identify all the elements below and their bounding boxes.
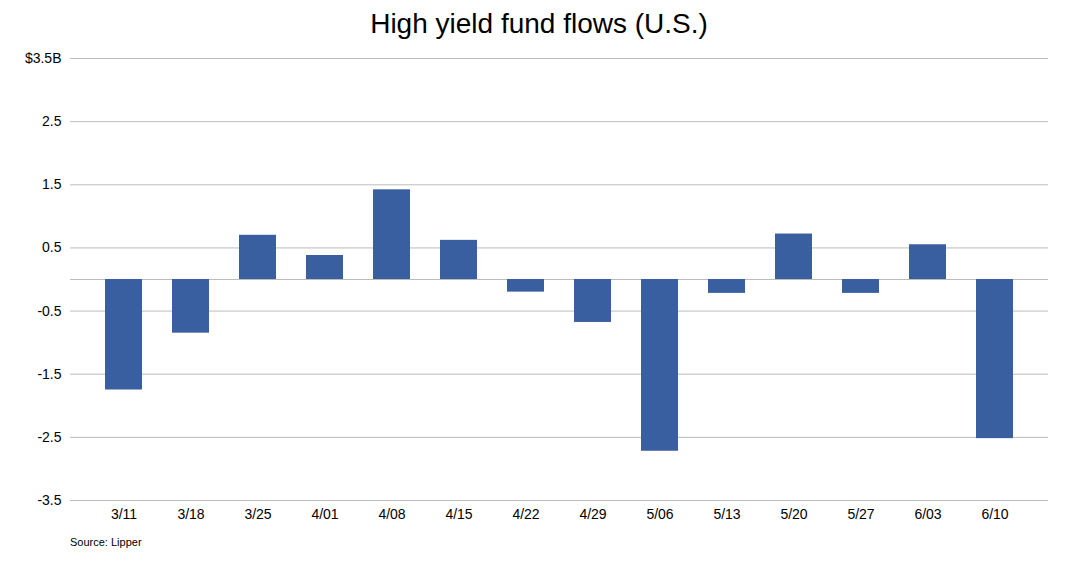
svg-text:1.5: 1.5 <box>42 176 62 192</box>
svg-text:$3.5B: $3.5B <box>25 50 62 66</box>
svg-text:4/01: 4/01 <box>311 506 338 522</box>
svg-text:5/13: 5/13 <box>713 506 740 522</box>
svg-text:-1.5: -1.5 <box>37 366 61 382</box>
svg-text:4/29: 4/29 <box>579 506 606 522</box>
svg-text:0.5: 0.5 <box>42 239 62 255</box>
svg-text:-3.5: -3.5 <box>37 492 61 508</box>
svg-text:6/10: 6/10 <box>981 506 1008 522</box>
svg-text:4/15: 4/15 <box>445 506 472 522</box>
html-text:Source: Lipper: Source: Lipper <box>70 536 142 548</box>
svg-text:3/25: 3/25 <box>244 506 271 522</box>
svg-text:5/06: 5/06 <box>646 506 673 522</box>
svg-text:4/22: 4/22 <box>512 506 539 522</box>
svg-text:-2.5: -2.5 <box>37 429 61 445</box>
svg-text:-0.5: -0.5 <box>37 303 61 319</box>
svg-text:3/18: 3/18 <box>177 506 204 522</box>
svg-text:5/20: 5/20 <box>780 506 807 522</box>
svg-text:3/11: 3/11 <box>111 506 137 522</box>
html-text:High yield fund flows (U.S.): High yield fund flows (U.S.) <box>370 8 708 39</box>
svg-text:5/27: 5/27 <box>847 506 874 522</box>
svg-text:6/03: 6/03 <box>914 506 941 522</box>
svg-text:4/08: 4/08 <box>378 506 405 522</box>
svg-text:2.5: 2.5 <box>42 113 62 129</box>
